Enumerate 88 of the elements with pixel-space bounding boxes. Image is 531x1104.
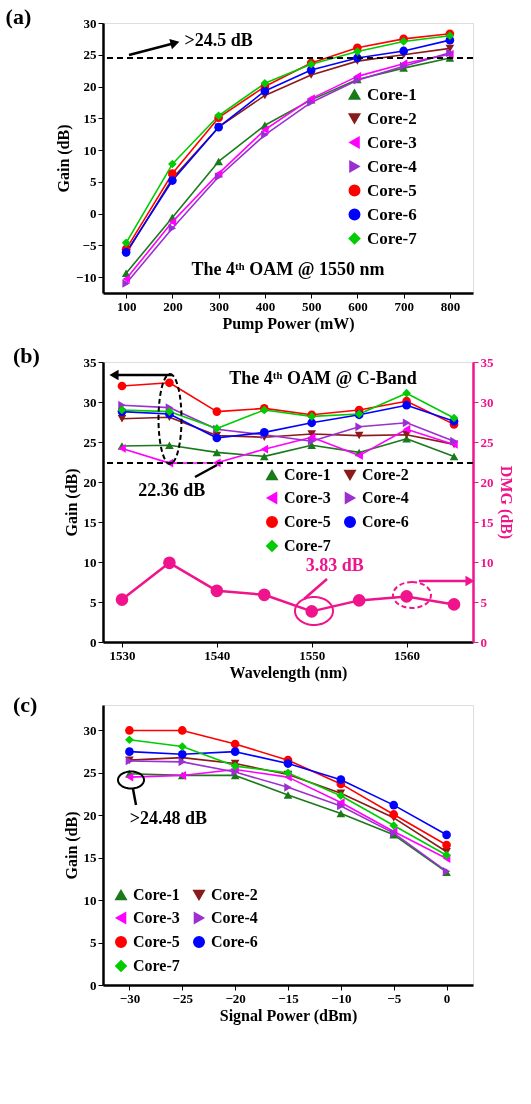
chart-title: (b) — [13, 343, 40, 368]
y-tick-label: 30 — [83, 722, 97, 738]
y-tick-label: 5 — [90, 935, 97, 951]
y2-tick-label: 20 — [480, 474, 494, 490]
y-tick-label: 5 — [90, 594, 97, 610]
x-tick-label: −10 — [331, 990, 352, 1006]
legend-label: Core-6 — [211, 933, 258, 950]
y-tick-label: 25 — [83, 434, 97, 450]
y-tick-label: 25 — [83, 765, 97, 781]
x-tick-label: 1530 — [109, 647, 136, 663]
legend-label: Core-4 — [367, 156, 418, 176]
legend-label: Core-6 — [362, 513, 409, 530]
legend-label: Core-7 — [133, 957, 180, 974]
x-tick-label: 400 — [255, 298, 276, 314]
annotation: 3.83 dB — [305, 555, 364, 576]
x-tick-label: −30 — [119, 990, 141, 1006]
legend-label: Core-3 — [133, 909, 180, 926]
y2-tick-label: 30 — [480, 394, 494, 410]
y2-tick-label: 25 — [480, 434, 494, 450]
y2-tick-label: 15 — [480, 514, 494, 530]
legend-label: Core-2 — [362, 466, 409, 483]
chart-title: (c) — [13, 692, 38, 717]
y-tick-label: 10 — [83, 554, 97, 570]
y-tick-label: 5 — [90, 174, 97, 190]
text: The 4ᵗʰ OAM @ 1550 nm — [191, 259, 385, 279]
y2-axis-title: DMG (dB) — [496, 465, 515, 540]
y-tick-label: 15 — [83, 110, 97, 126]
x-tick-label: 1540 — [204, 647, 231, 663]
legend-label: Core-5 — [133, 933, 180, 950]
y2-tick-label: 10 — [480, 554, 494, 570]
y-tick-label: 15 — [83, 514, 97, 530]
x-tick-label: −25 — [172, 990, 194, 1006]
y-tick-label: 30 — [83, 15, 97, 31]
y2-tick-label: 5 — [480, 594, 488, 610]
x-tick-label: 600 — [348, 298, 368, 314]
annotation: >24.48 dB — [129, 808, 208, 829]
x-tick-label: 100 — [116, 298, 137, 314]
y-axis-title: Gain (dB) — [62, 468, 81, 537]
legend-label: Core-1 — [133, 886, 180, 903]
x-tick-label: −15 — [278, 990, 300, 1006]
y-tick-label: 25 — [83, 47, 97, 63]
legend-label: Core-7 — [367, 228, 418, 248]
y-tick-label: 10 — [83, 892, 97, 908]
x-tick-label: 800 — [440, 298, 461, 314]
y-tick-label: 20 — [83, 807, 97, 823]
x-axis-title: Signal Power (dBm) — [219, 1006, 358, 1025]
annotation: 22.36 dB — [138, 480, 206, 501]
x-tick-label: 500 — [301, 298, 322, 314]
y-tick-label: 0 — [90, 634, 97, 650]
y-tick-label: 0 — [90, 206, 97, 222]
chart-subtitle: The 4ᵗʰ OAM @ C-Band — [229, 368, 417, 388]
annotation: >24.5 dB — [184, 29, 253, 50]
y-axis-title: Gain (dB) — [62, 811, 81, 880]
x-tick-label: 0 — [443, 990, 451, 1006]
x-axis-title: Wavelength (nm) — [229, 663, 348, 682]
y-tick-label: 20 — [83, 474, 97, 490]
chart-title: (a) — [5, 4, 32, 29]
y2-tick-label: 0 — [480, 634, 487, 650]
y-tick-label: −5 — [82, 237, 97, 253]
legend-label: Core-7 — [284, 537, 331, 554]
y-tick-label: 10 — [83, 142, 97, 158]
legend-label: Core-2 — [367, 108, 417, 128]
y-tick-label: 0 — [90, 977, 97, 993]
x-tick-label: 300 — [209, 298, 229, 314]
x-tick-label: 1560 — [394, 647, 421, 663]
x-tick-label: −20 — [225, 990, 246, 1006]
y-tick-label: −10 — [76, 269, 97, 285]
y-tick-label: 15 — [83, 850, 97, 866]
legend-label: Core-2 — [211, 886, 258, 903]
y-tick-label: 30 — [83, 394, 97, 410]
y2-tick-label: 35 — [480, 354, 494, 370]
legend-label: Core-1 — [367, 84, 417, 104]
y-tick-label: 20 — [83, 79, 97, 95]
legend-label: Core-3 — [284, 489, 331, 506]
legend-label: Core-5 — [367, 180, 417, 200]
y-tick-label: 35 — [83, 354, 97, 370]
y-axis-title: Gain (dB) — [55, 124, 74, 193]
legend-label: Core-3 — [367, 132, 417, 152]
legend-label: Core-6 — [367, 204, 417, 224]
legend-label: Core-5 — [284, 513, 331, 530]
legend-label: Core-4 — [211, 909, 258, 926]
x-tick-label: −5 — [387, 990, 402, 1006]
x-tick-label: 1550 — [299, 647, 326, 663]
legend-label: Core-1 — [284, 466, 331, 483]
legend-label: Core-4 — [362, 489, 409, 506]
x-tick-label: 700 — [394, 298, 414, 314]
x-axis-title: Pump Power (mW) — [222, 314, 355, 333]
x-tick-label: 200 — [163, 298, 183, 314]
